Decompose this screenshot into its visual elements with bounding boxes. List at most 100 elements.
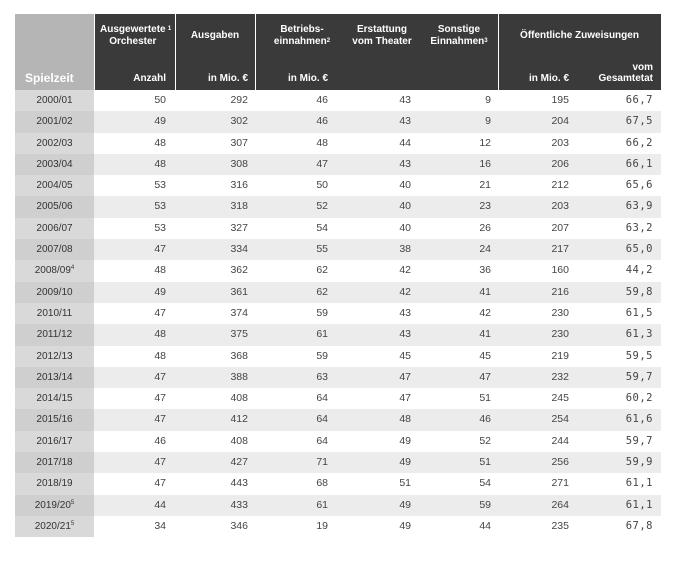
season-cell: 2000/01 — [15, 90, 94, 112]
season-cell: 2018/19 — [15, 473, 94, 495]
cell-ausg: 318 — [230, 200, 248, 213]
cell-pct: 66,7 — [625, 94, 653, 106]
cell-zuw: 264 — [551, 498, 569, 511]
table-row: 2015/16 47 412 64 48 46 254 61,6 — [15, 409, 661, 431]
orchestra-finance-table: Spielzeit Ausgewertete Orchester1 Ausgab… — [15, 14, 661, 538]
cell-erst: 49 — [399, 434, 411, 447]
season-label: 2010/11 — [36, 307, 73, 319]
table-row: 2018/19 47 443 68 51 54 271 61,1 — [15, 473, 661, 495]
cell-orch: 47 — [154, 306, 166, 319]
header-divider — [94, 14, 95, 90]
season-label: 2003/04 — [36, 158, 73, 170]
season-label: 2006/07 — [36, 222, 73, 234]
cell-betr: 64 — [316, 392, 328, 405]
cell-erst: 47 — [399, 370, 411, 383]
cell-sonst: 12 — [479, 136, 491, 149]
header-divider — [498, 14, 499, 90]
cell-orch: 48 — [154, 264, 166, 277]
cell-erst: 49 — [399, 519, 411, 532]
cell-orch: 34 — [154, 519, 166, 532]
cell-ausg: 346 — [230, 519, 248, 532]
cell-zuw: 232 — [551, 370, 569, 383]
cell-ausg: 368 — [230, 349, 248, 362]
cell-betr: 59 — [316, 349, 328, 362]
footnote-marker: 4 — [70, 265, 75, 272]
season-cell: 2001/02 — [15, 111, 94, 133]
cell-erst: 40 — [399, 200, 411, 213]
cell-erst: 48 — [399, 413, 411, 426]
cell-sonst: 42 — [479, 306, 491, 319]
cell-orch: 47 — [154, 456, 166, 469]
cell-erst: 40 — [399, 221, 411, 234]
cell-orch: 47 — [154, 477, 166, 490]
cell-betr: 61 — [316, 328, 328, 341]
cell-betr: 59 — [316, 306, 328, 319]
season-cell: 2007/08 — [15, 239, 94, 261]
table-row: 2010/11 47 374 59 43 42 230 61,5 — [15, 302, 661, 325]
cell-zuw: 160 — [551, 264, 569, 277]
season-label: 2008/09 — [34, 265, 71, 277]
cell-orch: 49 — [154, 285, 166, 298]
cell-zuw: 256 — [551, 456, 569, 469]
season-cell: 2008/094 — [15, 260, 94, 282]
cell-zuw: 216 — [551, 285, 569, 298]
cell-pct: 59,7 — [625, 370, 653, 383]
cell-betr: 54 — [316, 221, 328, 234]
cell-sonst: 41 — [479, 328, 491, 341]
cell-betr: 61 — [316, 498, 328, 511]
sonstige-header-line2: Einnahmen — [430, 36, 485, 47]
season-cell: 2006/07 — [15, 217, 94, 240]
sonstige-header: Sonstige Einnahmen3 — [420, 24, 498, 48]
season-label: 2015/16 — [36, 414, 73, 426]
cell-sonst: 23 — [479, 200, 491, 213]
table-row: 2020/215 34 346 19 49 44 235 67,8 — [15, 515, 661, 538]
cell-pct: 61,1 — [625, 498, 653, 511]
table-row: 2003/04 48 308 47 43 16 206 66,1 — [15, 153, 661, 176]
cell-betr: 64 — [316, 434, 328, 447]
cell-sonst: 44 — [479, 519, 491, 532]
table-header: Spielzeit Ausgewertete Orchester1 Ausgab… — [15, 14, 661, 90]
cell-orch: 46 — [154, 434, 166, 447]
season-cell: 2002/03 — [15, 132, 94, 154]
table-row: 2006/07 53 327 54 40 26 207 63,2 — [15, 217, 661, 240]
cell-erst: 43 — [399, 306, 411, 319]
cell-erst: 51 — [399, 477, 411, 490]
cell-pct: 61,3 — [625, 328, 653, 341]
header-divider — [175, 14, 176, 90]
cell-sonst: 9 — [485, 94, 491, 106]
season-cell: 2010/11 — [15, 302, 94, 325]
season-cell: 2017/18 — [15, 452, 94, 474]
season-cell: 2003/04 — [15, 153, 94, 176]
cell-ausg: 362 — [230, 264, 248, 277]
cell-orch: 48 — [154, 328, 166, 341]
cell-zuw: 245 — [551, 392, 569, 405]
season-cell: 2019/205 — [15, 494, 94, 516]
cell-betr: 46 — [316, 94, 328, 106]
unit-ausgaben: in Mio. € — [208, 73, 248, 84]
footnote-marker: 5 — [70, 520, 75, 527]
cell-betr: 68 — [316, 477, 328, 490]
table-row: 2017/18 47 427 71 49 51 256 59,9 — [15, 452, 661, 474]
cell-sonst: 16 — [479, 157, 491, 170]
cell-betr: 63 — [316, 370, 328, 383]
cell-zuw: 203 — [551, 200, 569, 213]
zuweisungen-header: Öffentliche Zuweisungen — [520, 30, 639, 41]
cell-orch: 53 — [154, 200, 166, 213]
season-label: 2011/12 — [36, 329, 73, 341]
unit-anzahl: Anzahl — [133, 73, 166, 84]
unit-zuweisungen: in Mio. € — [529, 73, 569, 84]
cell-sonst: 51 — [479, 392, 491, 405]
cell-betr: 55 — [316, 243, 328, 256]
cell-zuw: 219 — [551, 349, 569, 362]
cell-erst: 47 — [399, 392, 411, 405]
cell-sonst: 46 — [479, 413, 491, 426]
cell-pct: 67,5 — [625, 115, 653, 128]
cell-betr: 50 — [316, 179, 328, 192]
cell-ausg: 308 — [230, 157, 248, 170]
cell-sonst: 24 — [479, 243, 491, 256]
header-divider — [255, 14, 256, 90]
cell-ausg: 334 — [230, 243, 248, 256]
season-cell: 2011/12 — [15, 324, 94, 346]
cell-zuw: 195 — [551, 94, 569, 106]
cell-orch: 44 — [154, 498, 166, 511]
